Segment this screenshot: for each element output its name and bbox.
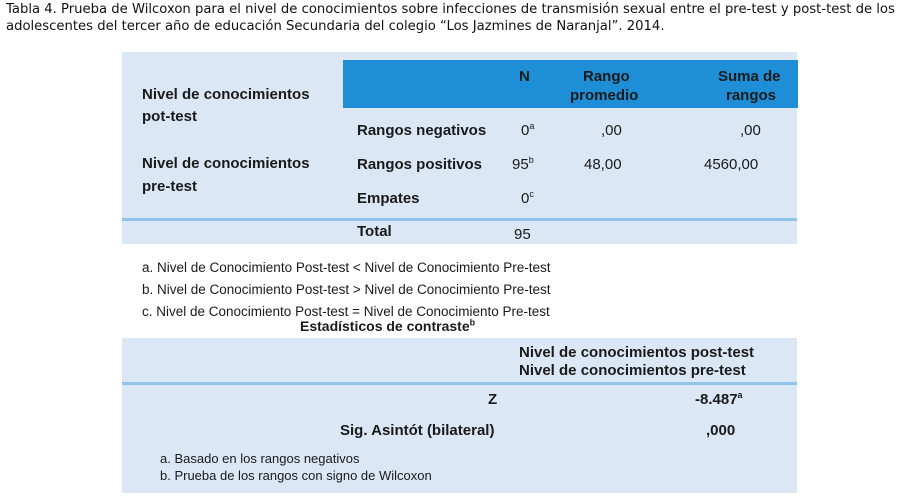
- table-caption: Tabla 4. Prueba de Wilcoxon para el nive…: [6, 2, 895, 34]
- cell-n-negativos: 0a: [521, 121, 535, 140]
- stats-header-line1: Nivel de conocimientos post-test: [519, 344, 755, 361]
- cell-rango-negativos: ,00: [601, 122, 622, 139]
- ranks-note-a: a. Nivel de Conocimiento Post-test < Niv…: [142, 260, 551, 275]
- cell-suma-positivos: 4560,00: [704, 156, 759, 173]
- stats-note-b: b. Prueba de los rangos con signo de Wil…: [160, 468, 432, 483]
- row-label-rangos-positivos: Rangos positivos: [357, 156, 483, 173]
- cell-n-total: 95: [514, 226, 531, 243]
- header-rango-line2: promedio: [570, 87, 639, 104]
- stats-header-divider: [122, 382, 797, 385]
- cell-suma-negativos: ,00: [740, 122, 761, 139]
- stats-label-sig: Sig. Asintót (bilateral): [340, 422, 495, 439]
- row-label-empates: Empates: [357, 190, 420, 207]
- stats-value-sig: ,000: [706, 422, 736, 439]
- ranks-note-c: c. Nivel de Conocimiento Post-test = Niv…: [142, 304, 550, 319]
- row-label-pre-line1: Nivel de conocimientos: [142, 155, 310, 172]
- stats-table-title: Estadísticos de contrasteb: [300, 317, 476, 334]
- row-label-pre-line2: pre-test: [142, 178, 198, 195]
- stats-header-line2: Nivel de conocimientos pre-test: [519, 362, 746, 379]
- header-rango-line1: Rango: [583, 68, 630, 85]
- cell-n-positivos: 95b: [512, 155, 534, 174]
- header-suma-line2: rangos: [726, 87, 777, 104]
- ranks-table-header-band: [343, 60, 798, 108]
- header-suma-line1: Suma de: [718, 68, 781, 85]
- stats-table-panel: [122, 338, 797, 493]
- ranks-note-b: b. Nivel de Conocimiento Post-test > Niv…: [142, 282, 551, 297]
- row-label-post-line2: pot-test: [142, 108, 197, 125]
- row-label-total: Total: [357, 223, 392, 240]
- ranks-total-divider: [122, 218, 797, 221]
- cell-rango-positivos: 48,00: [584, 156, 622, 173]
- stats-note-a: a. Basado en los rangos negativos: [160, 451, 360, 466]
- cell-n-empates: 0c: [521, 189, 534, 208]
- stats-label-z: Z: [488, 391, 498, 408]
- header-n: N: [519, 68, 530, 85]
- stats-value-z: -8.487a: [695, 390, 743, 409]
- row-label-post-line1: Nivel de conocimientos: [142, 86, 310, 103]
- row-label-rangos-negativos: Rangos negativos: [357, 122, 487, 139]
